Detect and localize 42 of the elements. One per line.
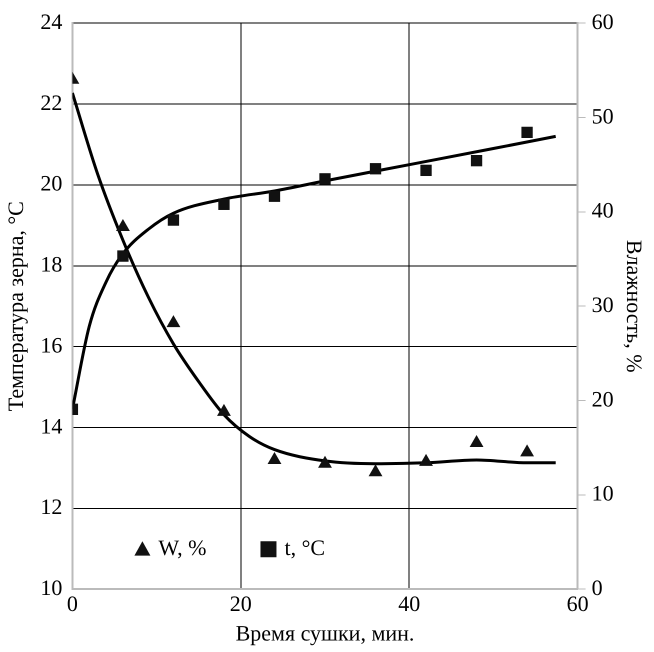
point — [470, 434, 484, 447]
y-tick-label: 20 — [40, 170, 62, 196]
point — [116, 218, 130, 231]
x-axis-title: Время сушки, мин. — [236, 620, 414, 646]
y2-tick-label: 50 — [592, 103, 614, 128]
y-axis-title: Температура зерна, °С — [2, 201, 28, 412]
y-tick-label: 14 — [40, 413, 62, 438]
point — [166, 315, 180, 328]
point — [419, 454, 433, 466]
y2-tick-label: 30 — [592, 292, 614, 317]
y-tick-label: 18 — [40, 252, 62, 277]
y2-tick-label: 20 — [592, 386, 614, 412]
y-tick-label: 16 — [40, 332, 62, 358]
point — [268, 190, 280, 202]
point — [520, 444, 534, 456]
legend-label: W, % — [158, 534, 206, 560]
point — [420, 164, 432, 176]
y2-tick-label: 10 — [592, 480, 614, 506]
point — [370, 163, 382, 174]
x-tick-label: 40 — [398, 591, 420, 616]
y2-tick-label: 60 — [592, 8, 614, 34]
y2-axis-title: Влажность, % — [622, 240, 648, 373]
point — [218, 198, 230, 210]
point — [521, 126, 533, 138]
y2-tick-label: 40 — [592, 198, 614, 223]
point — [319, 173, 331, 185]
point — [117, 250, 129, 262]
y-tick-label: 12 — [40, 494, 62, 520]
legend-label: t, °С — [284, 534, 326, 560]
x-tick-label: 20 — [230, 591, 252, 616]
y2-tick-label: 0 — [592, 574, 603, 600]
point — [168, 214, 180, 226]
point — [470, 155, 482, 166]
point — [318, 456, 332, 468]
point — [217, 404, 231, 416]
y-tick-label: 24 — [40, 8, 62, 34]
y-tick-label: 10 — [40, 574, 62, 600]
y-tick-label: 22 — [40, 90, 62, 115]
x-tick-label: 60 — [566, 591, 589, 616]
point — [268, 452, 282, 464]
point — [368, 464, 382, 476]
x-tick-label: 0 — [66, 591, 78, 616]
